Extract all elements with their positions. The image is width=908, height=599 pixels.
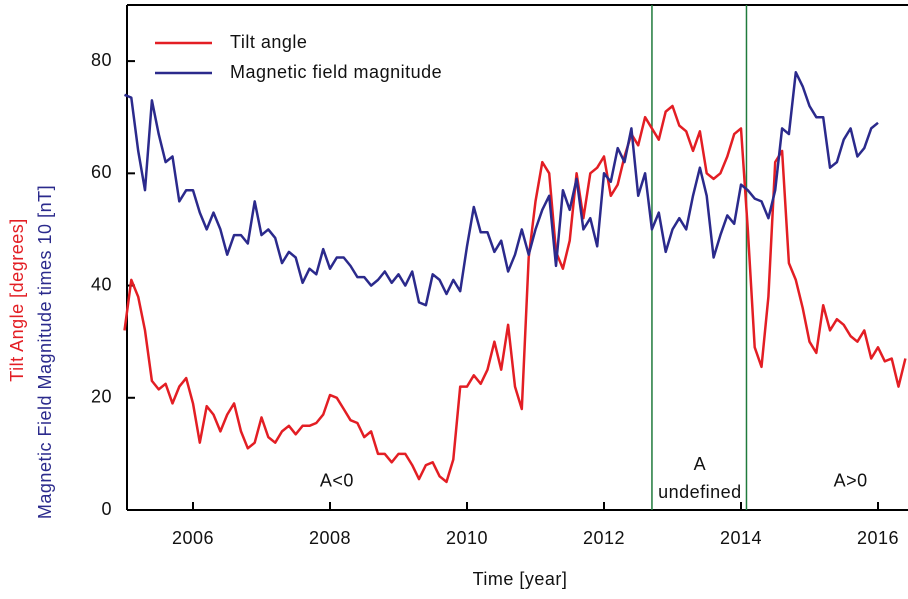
y-tick-label: 20 bbox=[91, 387, 112, 407]
series-line bbox=[124, 71, 879, 307]
x-tick-label: 2014 bbox=[720, 528, 762, 548]
annotation: A>0 bbox=[834, 471, 868, 491]
annotation: A bbox=[694, 454, 707, 474]
x-tick-label: 2008 bbox=[309, 528, 351, 548]
annotation: A<0 bbox=[320, 471, 354, 491]
legend-label: Tilt angle bbox=[230, 32, 307, 52]
y-tick-label: 40 bbox=[91, 274, 112, 294]
y-tick-label: 80 bbox=[91, 50, 112, 70]
x-tick-label: 2010 bbox=[446, 528, 488, 548]
y-tick-label: 0 bbox=[101, 499, 112, 519]
y-axis-label: Magnetic Field Magnitude times 10 [nT] bbox=[35, 185, 55, 519]
legend-label: Magnetic field magnitude bbox=[230, 62, 442, 82]
x-axis-label: Time [year] bbox=[473, 569, 568, 589]
x-tick-label: 2016 bbox=[857, 528, 899, 548]
annotation: undefined bbox=[658, 482, 742, 502]
series-line bbox=[123, 104, 907, 484]
x-tick-label: 2012 bbox=[583, 528, 625, 548]
y-axis-label: Tilt Angle [degrees] bbox=[7, 218, 27, 381]
x-tick-label: 2006 bbox=[172, 528, 214, 548]
y-tick-label: 60 bbox=[91, 162, 112, 182]
